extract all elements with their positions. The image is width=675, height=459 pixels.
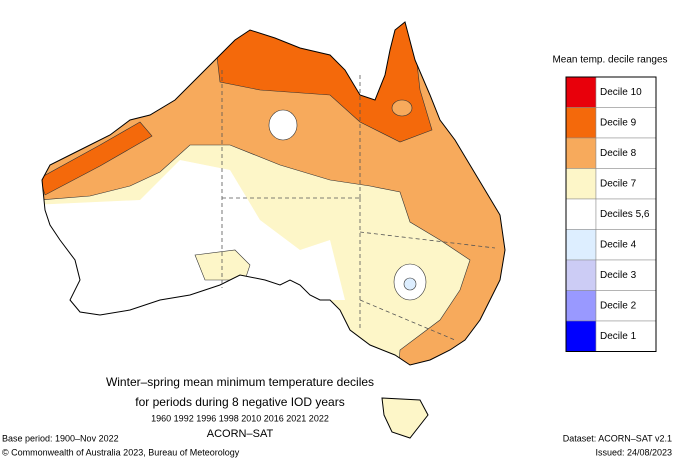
legend-row [595, 229, 657, 261]
legend-row [595, 259, 657, 291]
legend-row [595, 320, 657, 352]
legend-row [595, 290, 657, 322]
map-subtitle: for periods during 8 negative IOD years [135, 395, 344, 409]
legend-label: Decile 1 [600, 331, 637, 342]
region-deciles-5-6 [268, 109, 298, 141]
legend-swatch [565, 76, 597, 108]
legend-label: Decile 3 [600, 270, 637, 281]
legend-swatch [565, 290, 597, 322]
issued: Issued: 24/08/2023 [595, 447, 672, 457]
copyright: © Commonwealth of Australia 2023, Bureau… [2, 447, 240, 457]
legend-row [595, 107, 657, 139]
region-decile-7 [194, 249, 251, 281]
region-decile-8 [391, 99, 413, 117]
legend-label: Deciles 5,6 [600, 209, 650, 220]
map-title: Winter–spring mean minimum temperature d… [106, 375, 374, 389]
region-decile-4 [403, 277, 417, 291]
year-list: 1960 1992 1996 1998 2010 2016 2021 2022 [151, 413, 329, 423]
legend-swatch [565, 137, 597, 169]
legend-border [565, 76, 657, 352]
legend-label: Decile 10 [600, 87, 642, 98]
legend-swatch [565, 107, 597, 139]
legend-row [595, 137, 657, 169]
legend-label: Decile 4 [600, 239, 637, 250]
legend-swatch [565, 320, 597, 352]
legend-swatch [565, 229, 597, 261]
legend-title: Mean temp. decile ranges [552, 55, 667, 66]
state-borders [221, 70, 496, 341]
legend-label: Decile 2 [600, 300, 637, 311]
base-period: Base period: 1900–Nov 2022 [2, 433, 119, 443]
legend-label: Decile 8 [600, 148, 637, 159]
legend-label: Decile 7 [600, 178, 637, 189]
legend-row [595, 76, 657, 108]
legend-label: Decile 9 [600, 117, 637, 128]
legend-swatch [565, 259, 597, 291]
legend-swatch [565, 168, 597, 200]
legend-row [595, 198, 657, 230]
dataset: Dataset: ACORN–SAT v2.1 [563, 433, 672, 443]
dataset-name: ACORN–SAT [207, 428, 274, 440]
legend: Decile 10 Decile 9 Decile 8 Decile 7 Deciles… [565, 76, 657, 352]
tasmania [381, 397, 429, 439]
legend-swatch [565, 198, 597, 230]
region-decile-9 [42, 121, 153, 196]
